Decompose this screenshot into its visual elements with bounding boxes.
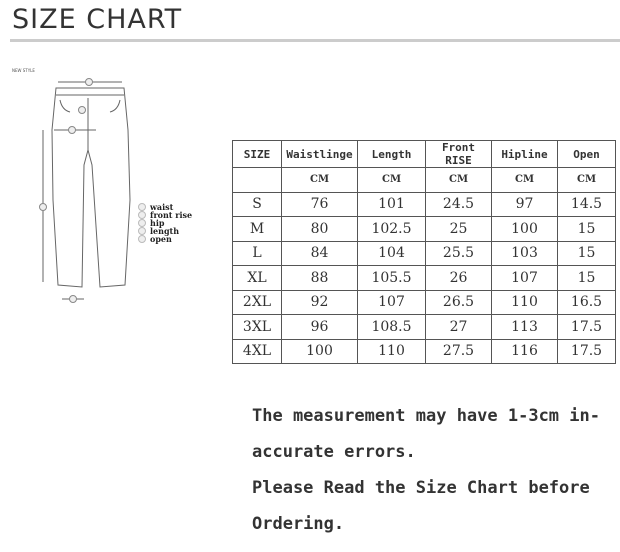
table-row: M 80 102.5 25 100 15 [232,216,616,242]
measure-markers [39,78,93,303]
table-cell: 97 [491,191,558,217]
legend-item-waist: waist [138,203,192,211]
table-cell: 84 [281,240,358,266]
table-cell: 17.5 [557,314,616,340]
table-cell: 113 [491,314,558,340]
note-line: Please Read the Size Chart before [252,478,590,498]
marker-3-icon [138,219,146,227]
marker-4-icon [138,227,146,235]
page-title: SIZE CHART [12,4,183,35]
table-cell: 88 [281,265,358,291]
table-cell: 92 [281,289,358,315]
note-line: The measurement may have 1-3cm in- [252,406,600,426]
table-cell: 27.5 [425,338,492,364]
table-cell: 103 [491,240,558,266]
table-cell: 102.5 [357,216,426,242]
legend-item-open: open [138,235,192,243]
note-line: accurate errors. [252,442,416,462]
table-cell: 17.5 [557,338,616,364]
table-cell: XL [232,265,282,291]
table-cell: 76 [281,191,358,217]
table-cell: Waistlinge [281,140,358,168]
table-cell: 105.5 [357,265,426,291]
table-cell: 25 [425,216,492,242]
table-cell: 15 [557,216,616,242]
table-row: 4XL 100 110 27.5 116 17.5 [232,338,616,364]
table-cell: 110 [357,338,426,364]
table-cell: 4XL [232,338,282,364]
marker-5-icon [138,235,146,243]
table-cell: CM [557,167,616,193]
table-cell: L [232,240,282,266]
legend-item-hip: hip [138,219,192,227]
measurement-notes: The measurement may have 1-3cm in- accur… [252,398,620,542]
legend-item-front-rise: front rise [138,211,192,219]
table-cell: CM [425,167,492,193]
legend-item-length: length [138,227,192,235]
table-cell: 15 [557,265,616,291]
table-cell [232,167,282,193]
table-row: XL 88 105.5 26 107 15 [232,265,616,291]
table-cell: 80 [281,216,358,242]
table-cell: Open [557,140,616,168]
table-cell: 108.5 [357,314,426,340]
table-cell: 25.5 [425,240,492,266]
table-cell: 100 [281,338,358,364]
marker-2-icon [138,211,146,219]
note-line: Ordering. [252,514,345,534]
table-cell: 26 [425,265,492,291]
marker-1-icon [138,203,146,211]
measurement-legend: waist front rise hip length open [138,203,192,243]
table-cell: 16.5 [557,289,616,315]
table-cell: S [232,191,282,217]
size-table: SIZE Waistlinge Length Front RISE Hipline Ope… [232,140,616,364]
table-unit-row: CM CM CM CM CM [232,167,616,193]
title-divider [10,39,620,42]
table-cell: 3XL [232,314,282,340]
table-cell: 110 [491,289,558,315]
table-cell: 104 [357,240,426,266]
table-cell: Front RISE [425,140,492,168]
table-cell: CM [357,167,426,193]
table-cell: 101 [357,191,426,217]
table-cell: 116 [491,338,558,364]
table-cell: 27 [425,314,492,340]
table-cell: 96 [281,314,358,340]
table-cell: Length [357,140,426,168]
table-cell: 15 [557,240,616,266]
table-cell: 26.5 [425,289,492,315]
table-cell: M [232,216,282,242]
table-cell: 107 [357,289,426,315]
table-cell: CM [491,167,558,193]
table-row: S 76 101 24.5 97 14.5 [232,191,616,217]
table-cell: 2XL [232,289,282,315]
table-cell: 107 [491,265,558,291]
table-row: 2XL 92 107 26.5 110 16.5 [232,289,616,315]
table-cell: CM [281,167,358,193]
table-row: 3XL 96 108.5 27 113 17.5 [232,314,616,340]
table-cell: Hipline [491,140,558,168]
table-cell: 24.5 [425,191,492,217]
pants-diagram [39,78,131,303]
table-cell: 14.5 [557,191,616,217]
table-cell: SIZE [232,140,282,168]
table-cell: 100 [491,216,558,242]
table-header-row: SIZE Waistlinge Length Front RISE Hipline Ope… [232,140,616,168]
new-style-label: NEW STYLE [12,68,35,73]
table-row: L 84 104 25.5 103 15 [232,240,616,266]
